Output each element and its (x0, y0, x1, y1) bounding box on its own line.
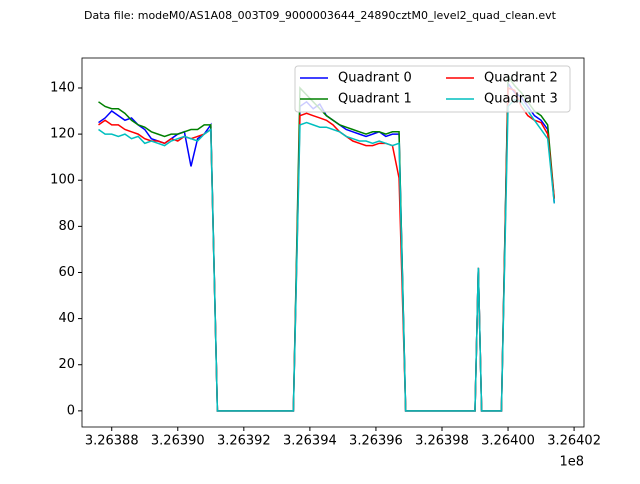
x-offset-label: 1e8 (559, 455, 584, 470)
y-tick-label: 0 (67, 403, 75, 418)
legend-label: Quadrant 3 (484, 92, 558, 107)
y-tick-label: 140 (50, 80, 75, 95)
x-tick-label: 3.26398 (415, 434, 469, 449)
axes-frame (81, 57, 585, 428)
legend-label: Quadrant 1 (338, 92, 412, 107)
x-tick-label: 3.26394 (283, 434, 337, 449)
x-tick-label: 3.26388 (85, 434, 139, 449)
y-tick-label: 60 (58, 265, 75, 280)
series-line (98, 98, 556, 412)
y-tick-label: 40 (58, 311, 75, 326)
legend-box (294, 65, 571, 113)
y-tick-label: 100 (50, 173, 75, 188)
chart-title: Data file: modeM0/AS1A08_003T09_90000036… (84, 9, 557, 22)
legend-label: Quadrant 0 (338, 71, 412, 86)
x-tick-label: 3.26392 (217, 434, 271, 449)
y-tick-label: 80 (58, 219, 75, 234)
x-tick-label: 3.26400 (481, 434, 535, 449)
y-tick-label: 120 (50, 127, 75, 142)
x-tick-label: 3.26402 (547, 434, 601, 449)
x-tick-label: 3.26396 (349, 434, 403, 449)
legend-label: Quadrant 2 (484, 71, 558, 86)
x-tick-label: 3.26390 (151, 434, 205, 449)
y-tick-label: 20 (58, 357, 75, 372)
